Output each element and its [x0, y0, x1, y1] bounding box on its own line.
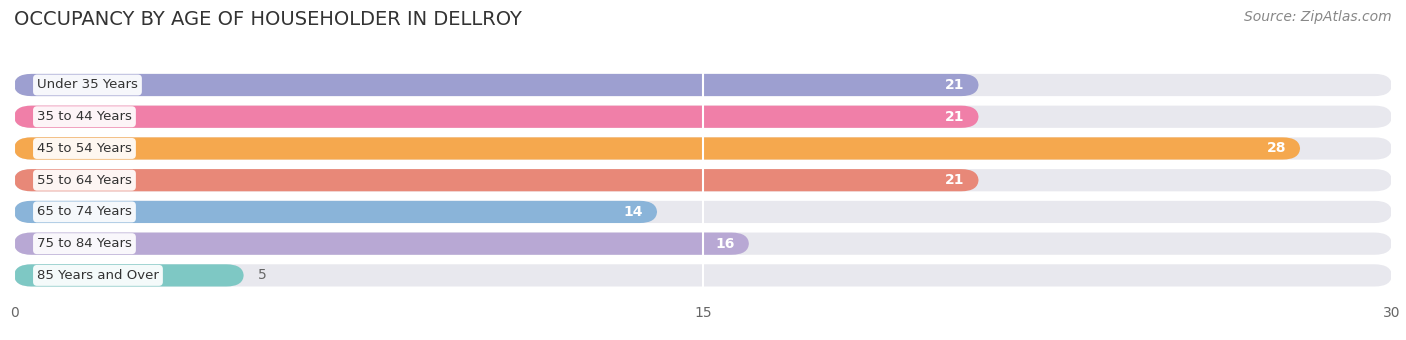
- Text: 75 to 84 Years: 75 to 84 Years: [37, 237, 132, 250]
- Text: 45 to 54 Years: 45 to 54 Years: [37, 142, 132, 155]
- Text: Under 35 Years: Under 35 Years: [37, 79, 138, 91]
- FancyBboxPatch shape: [14, 201, 1392, 223]
- Text: 21: 21: [945, 173, 965, 187]
- FancyBboxPatch shape: [14, 137, 1392, 159]
- FancyBboxPatch shape: [14, 169, 1392, 191]
- FancyBboxPatch shape: [14, 74, 1392, 96]
- Text: OCCUPANCY BY AGE OF HOUSEHOLDER IN DELLROY: OCCUPANCY BY AGE OF HOUSEHOLDER IN DELLR…: [14, 10, 522, 29]
- FancyBboxPatch shape: [14, 137, 1301, 159]
- Text: 55 to 64 Years: 55 to 64 Years: [37, 174, 132, 187]
- FancyBboxPatch shape: [14, 106, 979, 128]
- Text: 35 to 44 Years: 35 to 44 Years: [37, 110, 132, 123]
- FancyBboxPatch shape: [14, 264, 1392, 287]
- FancyBboxPatch shape: [14, 201, 657, 223]
- Text: 16: 16: [716, 237, 735, 251]
- Text: 5: 5: [257, 268, 266, 283]
- Text: 28: 28: [1267, 141, 1286, 155]
- Text: 85 Years and Over: 85 Years and Over: [37, 269, 159, 282]
- FancyBboxPatch shape: [14, 233, 1392, 255]
- FancyBboxPatch shape: [14, 169, 979, 191]
- Text: 14: 14: [624, 205, 644, 219]
- FancyBboxPatch shape: [14, 264, 243, 287]
- FancyBboxPatch shape: [14, 74, 979, 96]
- Text: 21: 21: [945, 110, 965, 124]
- FancyBboxPatch shape: [14, 233, 749, 255]
- Text: Source: ZipAtlas.com: Source: ZipAtlas.com: [1244, 10, 1392, 24]
- FancyBboxPatch shape: [14, 106, 1392, 128]
- Text: 65 to 74 Years: 65 to 74 Years: [37, 205, 132, 218]
- Text: 21: 21: [945, 78, 965, 92]
